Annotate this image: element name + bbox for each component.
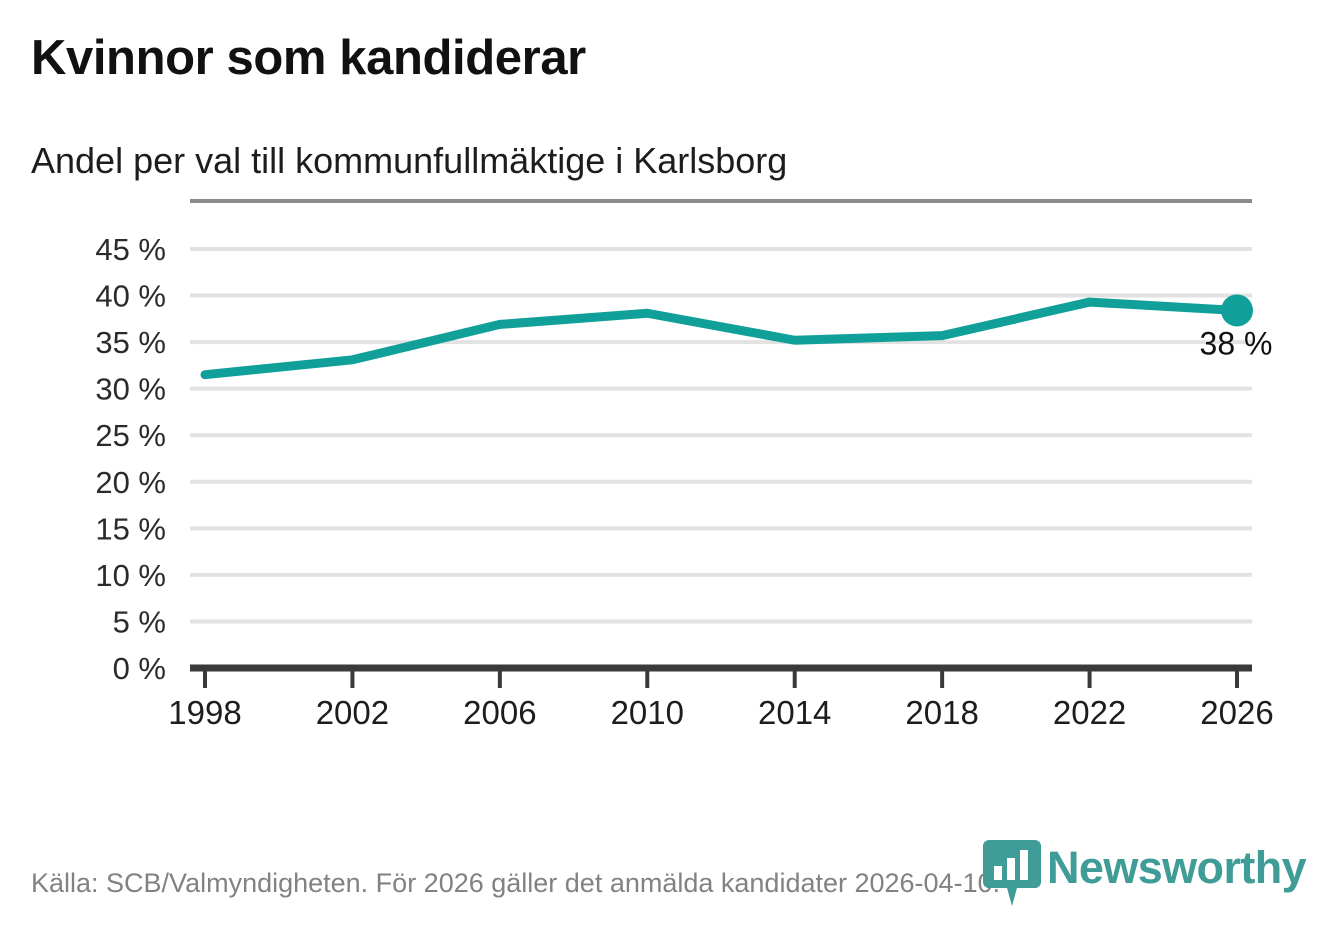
x-tick-label: 2010 [611,694,684,731]
x-axis-tick-labels: 1998 2002 2006 2010 2014 2018 2022 2026 [168,694,1273,731]
x-tick-label: 2026 [1200,694,1273,731]
endpoint-value-label: 38 % [1200,325,1273,361]
y-tick-label: 0 % [113,651,166,686]
y-axis-tick-labels: 0 % 5 % 10 % 15 % 20 % 25 % 30 % 35 % 40 % 45 % [95,232,166,686]
line-chart-plot: 0 % 5 % 10 % 15 % 20 % 25 % 30 % 35 % 40 % 45 % 1… [95,232,1273,731]
page-title: Kvinnor som kandiderar [31,31,586,85]
y-tick-label: 35 % [95,325,166,360]
y-tick-label: 10 % [95,558,166,593]
data-line-series [200,297,1242,380]
pin-chart-icon [983,840,1041,906]
chart-subtitle: Andel per val till kommunfullmäktige i K… [31,140,788,181]
x-tick-label: 2014 [758,694,831,731]
x-tick-label: 1998 [168,694,241,731]
y-tick-label: 5 % [113,604,166,639]
y-tick-label: 20 % [95,465,166,500]
y-tick-label: 40 % [95,279,166,314]
x-tick-label: 2006 [463,694,536,731]
endpoint-marker [1221,294,1253,327]
source-note: Källa: SCB/Valmyndigheten. För 2026 gäll… [31,868,1001,898]
gridlines [190,247,1252,624]
y-tick-label: 30 % [95,372,166,407]
y-tick-label: 25 % [95,418,166,453]
x-tick-label: 2022 [1053,694,1126,731]
y-tick-label: 15 % [95,511,166,546]
y-tick-label: 45 % [95,232,166,267]
newsworthy-wordmark: Newsworthy [1047,842,1307,893]
x-tick-label: 2002 [316,694,389,731]
header-divider [190,199,1252,203]
x-tick-label: 2018 [905,694,978,731]
x-axis-tick-marks [203,668,1239,688]
newsworthy-logo[interactable]: Newsworthy [981,838,1307,910]
